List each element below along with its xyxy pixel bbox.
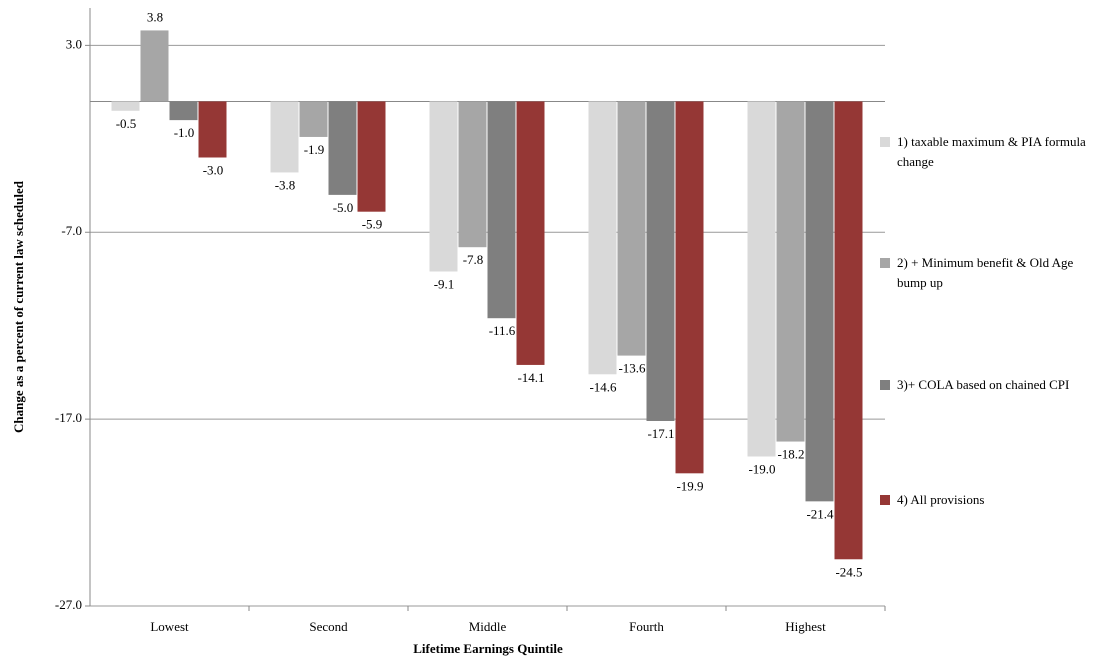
data-label: -1.9 xyxy=(304,142,325,157)
y-tick-label: -7.0 xyxy=(61,223,82,238)
bar xyxy=(675,101,704,474)
legend-label: 3)+ COLA based on chained CPI xyxy=(897,377,1070,392)
legend-swatch xyxy=(880,258,890,268)
data-label: -3.8 xyxy=(275,177,296,192)
data-label: -1.0 xyxy=(174,125,195,140)
legend-entry: 4) All provisions xyxy=(880,490,1090,510)
legend-swatch xyxy=(880,495,890,505)
y-axis-title: Change as a percent of current law sched… xyxy=(11,180,26,433)
data-label: -14.1 xyxy=(517,370,544,385)
legend-entry: 3)+ COLA based on chained CPI xyxy=(880,375,1090,395)
data-label: -18.2 xyxy=(777,447,804,462)
bar xyxy=(111,101,140,111)
bar xyxy=(299,101,328,137)
data-label: -21.4 xyxy=(806,506,834,521)
legend-label: 4) All provisions xyxy=(897,492,985,507)
x-tick-label: Highest xyxy=(785,619,826,634)
data-label: -17.1 xyxy=(647,426,674,441)
bar xyxy=(516,101,545,365)
x-axis-title: Lifetime Earnings Quintile xyxy=(413,641,563,656)
bar xyxy=(776,101,805,442)
data-label: -0.5 xyxy=(116,116,137,131)
legend-entry: 1) taxable maximum & PIA formula change xyxy=(880,132,1090,172)
legend-entry: 2) + Minimum benefit & Old Age bump up xyxy=(880,253,1090,293)
bar xyxy=(169,101,198,121)
bar xyxy=(617,101,646,356)
data-label: -11.6 xyxy=(489,323,516,338)
bar xyxy=(429,101,458,272)
data-label: -5.0 xyxy=(333,200,354,215)
x-tick-label: Middle xyxy=(469,619,507,634)
data-label: -19.0 xyxy=(748,461,775,476)
bar xyxy=(357,101,386,212)
bar xyxy=(458,101,487,248)
data-label: -9.1 xyxy=(434,276,455,291)
bar xyxy=(646,101,675,421)
bar xyxy=(328,101,357,195)
data-label: -19.9 xyxy=(676,478,703,493)
bar xyxy=(805,101,834,502)
legend-swatch xyxy=(880,380,890,390)
legend-swatch xyxy=(880,137,890,147)
bar xyxy=(140,30,169,102)
data-label: -24.5 xyxy=(835,564,862,579)
bar xyxy=(834,101,863,560)
legend-label: 1) taxable maximum & PIA formula change xyxy=(897,134,1086,169)
legend-label: 2) + Minimum benefit & Old Age bump up xyxy=(897,255,1074,290)
y-tick-label: -27.0 xyxy=(55,597,82,612)
bar xyxy=(588,101,617,375)
y-tick-label: 3.0 xyxy=(66,36,82,51)
x-tick-label: Fourth xyxy=(629,619,664,634)
y-tick-label: -17.0 xyxy=(55,410,82,425)
bar xyxy=(270,101,299,173)
x-tick-label: Second xyxy=(309,619,348,634)
data-label: -5.9 xyxy=(362,217,383,232)
bar xyxy=(487,101,516,319)
data-label: -7.8 xyxy=(463,252,484,267)
x-tick-label: Lowest xyxy=(150,619,189,634)
data-label: -13.6 xyxy=(618,361,646,376)
data-label: -14.6 xyxy=(589,379,617,394)
bar xyxy=(198,101,227,158)
bar xyxy=(747,101,776,457)
data-label: 3.8 xyxy=(147,9,163,24)
data-label: -3.0 xyxy=(203,162,224,177)
